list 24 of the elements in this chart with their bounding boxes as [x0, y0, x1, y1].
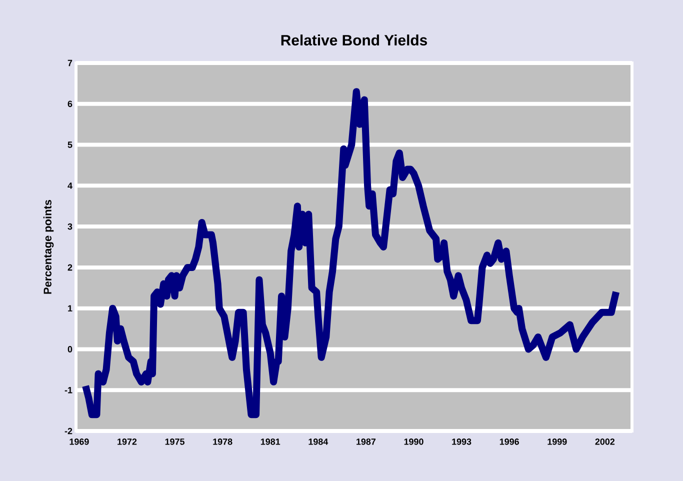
- y-tick-label: 4: [68, 182, 72, 189]
- x-tick-label: 1984: [308, 438, 328, 445]
- x-tick-label: 1990: [404, 438, 424, 445]
- y-axis-title: Percentage points: [43, 200, 54, 294]
- x-tick-label: 1996: [500, 438, 519, 445]
- x-tick-label: 1987: [356, 438, 376, 445]
- y-tick-label: -2: [64, 428, 72, 434]
- y-tick-label: 0: [68, 346, 72, 352]
- x-tick-label: 1993: [452, 438, 472, 445]
- x-tick-label: 1981: [260, 438, 280, 445]
- x-tick-label: 1999: [548, 438, 567, 445]
- y-tick-label: 5: [68, 142, 72, 148]
- y-tick-label: 1: [68, 305, 72, 312]
- chart-title: Relative Bond Yields: [281, 34, 428, 46]
- y-tick-label: 6: [68, 100, 72, 108]
- x-tick-label: 1975: [165, 438, 184, 445]
- y-tick-label: 2: [68, 264, 72, 271]
- x-tick-label: 1969: [70, 438, 89, 445]
- y-tick-label: 3: [68, 223, 72, 230]
- y-tick-label: 7: [68, 60, 72, 66]
- x-tick-label: 1972: [118, 438, 137, 445]
- x-tick-label: 1978: [213, 438, 232, 445]
- x-tick-label: 2002: [595, 438, 615, 445]
- y-tick-label: -1: [64, 387, 72, 394]
